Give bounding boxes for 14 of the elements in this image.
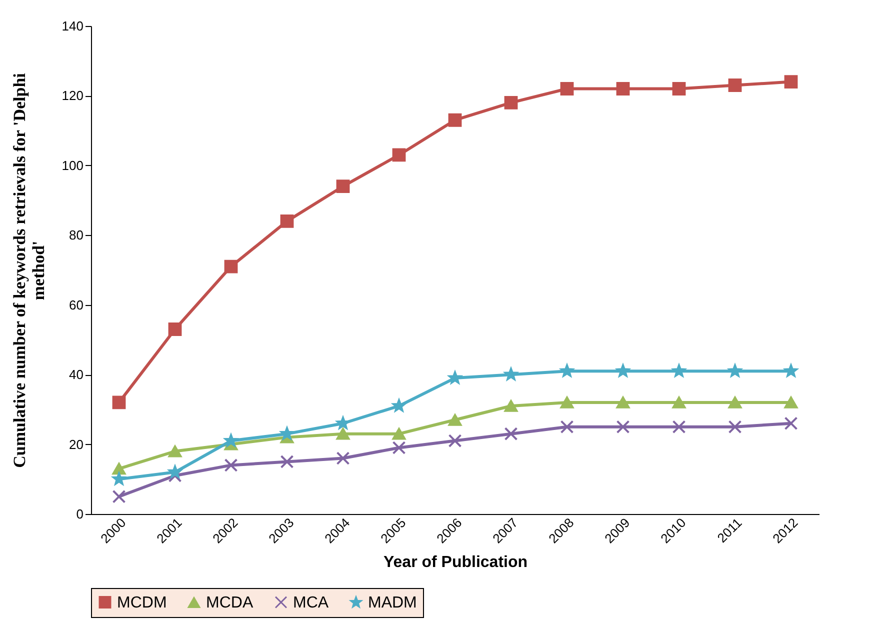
legend-label: MADM <box>368 594 417 612</box>
y-tick-label: 20 <box>69 436 84 452</box>
y-tick-label: 80 <box>69 228 84 243</box>
y-tick-label: 100 <box>62 158 84 173</box>
y-tick-label: 120 <box>62 88 84 104</box>
legend-label: MCA <box>293 594 329 612</box>
y-tick-label: 60 <box>69 297 84 312</box>
y-axis-title: Cumulative number of keywords retrievals for 'Delphi method' <box>10 72 48 468</box>
legend-label: MCDM <box>117 594 167 612</box>
y-tick-label: 0 <box>76 506 84 522</box>
y-tick-label: 40 <box>69 367 84 382</box>
x-axis-title: Year of Publication <box>383 554 528 572</box>
legend-label: MCDA <box>206 594 254 612</box>
y-tick-label: 140 <box>62 18 84 34</box>
